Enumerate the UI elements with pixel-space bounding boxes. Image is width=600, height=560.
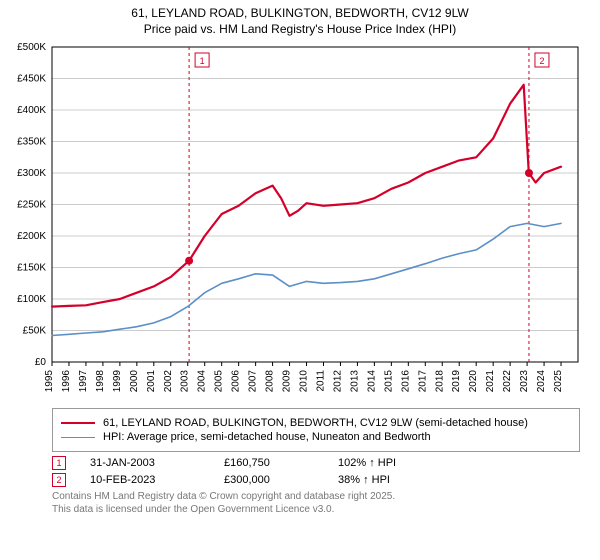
svg-text:£200K: £200K xyxy=(17,231,46,242)
svg-text:2008: 2008 xyxy=(265,370,276,393)
svg-text:2010: 2010 xyxy=(299,370,310,393)
svg-text:2018: 2018 xyxy=(434,370,445,393)
svg-text:1996: 1996 xyxy=(61,370,72,393)
title-line2: Price paid vs. HM Land Registry's House … xyxy=(0,22,600,38)
svg-text:£400K: £400K xyxy=(17,105,46,116)
legend-row-price: 61, LEYLAND ROAD, BULKINGTON, BEDWORTH, … xyxy=(61,417,571,429)
svg-text:2009: 2009 xyxy=(282,370,293,393)
svg-text:2021: 2021 xyxy=(485,370,496,393)
svg-text:2022: 2022 xyxy=(502,370,513,393)
svg-text:2012: 2012 xyxy=(332,370,343,393)
marker-badge-2: 2 xyxy=(52,473,66,487)
svg-text:2000: 2000 xyxy=(129,370,140,393)
svg-text:£100K: £100K xyxy=(17,294,46,305)
marker-badge-1: 1 xyxy=(52,456,66,470)
svg-text:2: 2 xyxy=(539,56,544,66)
svg-text:£500K: £500K xyxy=(17,42,46,53)
svg-text:2011: 2011 xyxy=(315,370,326,392)
svg-text:2007: 2007 xyxy=(248,370,259,393)
svg-text:£300K: £300K xyxy=(17,168,46,179)
svg-text:£350K: £350K xyxy=(17,137,46,148)
svg-text:2002: 2002 xyxy=(163,370,174,393)
marker-date-2: 10-FEB-2023 xyxy=(90,474,200,486)
svg-text:2024: 2024 xyxy=(536,370,547,393)
svg-text:1997: 1997 xyxy=(78,370,89,393)
legend-label-price: 61, LEYLAND ROAD, BULKINGTON, BEDWORTH, … xyxy=(103,417,528,429)
legend-label-hpi: HPI: Average price, semi-detached house,… xyxy=(103,431,431,443)
svg-text:£250K: £250K xyxy=(17,200,46,211)
svg-text:2005: 2005 xyxy=(214,370,225,393)
svg-text:1: 1 xyxy=(200,56,205,66)
footer-line2: This data is licensed under the Open Gov… xyxy=(52,503,580,516)
marker-date-1: 31-JAN-2003 xyxy=(90,457,200,469)
legend: 61, LEYLAND ROAD, BULKINGTON, BEDWORTH, … xyxy=(52,408,580,452)
title-line1: 61, LEYLAND ROAD, BULKINGTON, BEDWORTH, … xyxy=(0,6,600,22)
svg-text:2023: 2023 xyxy=(519,370,530,393)
footer-line1: Contains HM Land Registry data © Crown c… xyxy=(52,490,580,503)
svg-text:2017: 2017 xyxy=(417,370,428,393)
chart-title: 61, LEYLAND ROAD, BULKINGTON, BEDWORTH, … xyxy=(0,0,600,37)
legend-swatch-price xyxy=(61,422,95,424)
svg-text:1995: 1995 xyxy=(44,370,55,393)
svg-text:£450K: £450K xyxy=(17,74,46,85)
svg-text:2003: 2003 xyxy=(180,370,191,393)
svg-text:£150K: £150K xyxy=(17,263,46,274)
marker-annotations: 1 31-JAN-2003 £160,750 102% ↑ HPI 2 10-F… xyxy=(52,456,580,487)
svg-text:2016: 2016 xyxy=(400,370,411,393)
svg-text:2001: 2001 xyxy=(146,370,157,393)
svg-text:2013: 2013 xyxy=(349,370,360,393)
marker-row-2: 2 10-FEB-2023 £300,000 38% ↑ HPI xyxy=(52,473,580,487)
svg-text:2020: 2020 xyxy=(468,370,479,393)
marker-pct-2: 38% ↑ HPI xyxy=(338,474,390,486)
legend-row-hpi: HPI: Average price, semi-detached house,… xyxy=(61,431,571,443)
line-chart-svg: £0 £50K £100K £150K £200K £250K £300K £350K £400… xyxy=(0,37,600,402)
svg-text:1999: 1999 xyxy=(112,370,123,393)
svg-text:2015: 2015 xyxy=(383,370,394,393)
footer: Contains HM Land Registry data © Crown c… xyxy=(52,490,580,516)
svg-text:£50K: £50K xyxy=(23,326,47,337)
svg-text:2019: 2019 xyxy=(451,370,462,393)
marker-price-1: £160,750 xyxy=(224,457,314,469)
marker-pct-1: 102% ↑ HPI xyxy=(338,457,396,469)
legend-swatch-hpi xyxy=(61,437,95,438)
svg-text:2025: 2025 xyxy=(553,370,564,393)
svg-text:£0: £0 xyxy=(35,357,47,368)
svg-text:2014: 2014 xyxy=(366,370,377,393)
chart-area: £0 £50K £100K £150K £200K £250K £300K £350K £400… xyxy=(0,37,600,402)
svg-text:2004: 2004 xyxy=(197,370,208,393)
marker-price-2: £300,000 xyxy=(224,474,314,486)
svg-text:2006: 2006 xyxy=(231,370,242,393)
svg-text:1998: 1998 xyxy=(95,370,106,393)
marker-row-1: 1 31-JAN-2003 £160,750 102% ↑ HPI xyxy=(52,456,580,470)
